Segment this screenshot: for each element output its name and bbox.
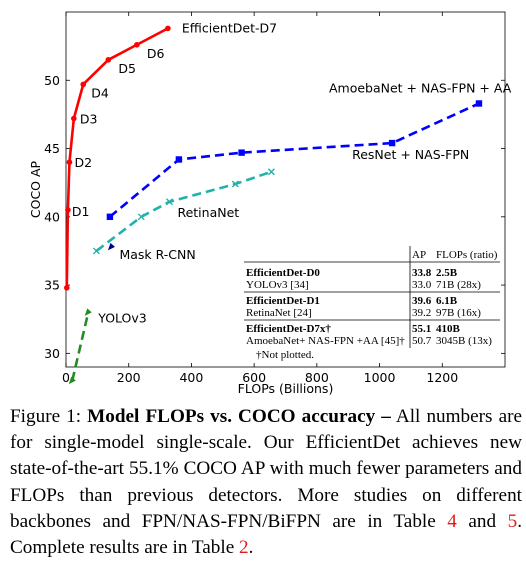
flops-vs-ap-chart: 0 200 400 600 800 1000 1200 30 35 40 45 50 FLOPs (Bi… bbox=[28, 11, 512, 396]
y-tick-label: 50 bbox=[44, 73, 60, 88]
caption-mid: and bbox=[456, 510, 508, 532]
caption-bold: Model FLOPs vs. COCO accuracy – bbox=[87, 406, 391, 427]
data-point bbox=[63, 285, 70, 291]
y-tick-label: 40 bbox=[44, 209, 60, 224]
x-tick-label: 1200 bbox=[426, 370, 458, 385]
table-cell-ap: 39.2 bbox=[412, 307, 431, 319]
table-cell-flops: 97B (16x) bbox=[436, 307, 481, 319]
table-cell-model: EfficientDet-D0 bbox=[246, 267, 320, 279]
caption-ref-table4[interactable]: 4 bbox=[447, 510, 457, 532]
point-label: Mask R-CNN bbox=[119, 247, 195, 262]
data-point bbox=[106, 213, 114, 221]
x-tick-label: 1000 bbox=[364, 370, 396, 385]
caption-mid2: . Complete results are in Table bbox=[10, 510, 522, 559]
table-cell-model: AmoebaNet+ NAS-FPN +AA [45]† bbox=[246, 335, 405, 347]
data-point bbox=[231, 180, 239, 188]
table-cell-flops: 3045B (13x) bbox=[436, 335, 492, 347]
table-footnote: †Not plotted. bbox=[256, 349, 314, 361]
data-point bbox=[475, 100, 483, 107]
caption-end: . bbox=[248, 537, 254, 559]
table-cell-flops: 2.5B bbox=[436, 267, 458, 279]
point-label: RetinaNet bbox=[177, 205, 239, 220]
table-cell-ap: 39.6 bbox=[412, 295, 432, 307]
table-cell-flops: 71B (28x) bbox=[436, 279, 481, 291]
table-cell-flops: 6.1B bbox=[436, 295, 458, 307]
point-label: D1 bbox=[72, 204, 90, 219]
data-point bbox=[71, 115, 77, 122]
data-point bbox=[80, 81, 87, 88]
data-point bbox=[388, 139, 396, 147]
y-tick-label: 45 bbox=[44, 141, 60, 156]
series-line bbox=[109, 102, 480, 218]
series-line bbox=[65, 27, 169, 288]
data-point bbox=[165, 198, 173, 206]
data-point bbox=[267, 168, 275, 176]
x-axis-label: FLOPs (Billions) bbox=[238, 381, 334, 396]
results-table: AP FLOPs (ratio) EfficientDet-D0 33.8 2.5B YO… bbox=[244, 246, 500, 361]
data-point bbox=[107, 242, 115, 251]
table-cell-model: EfficientDet-D1 bbox=[246, 295, 320, 307]
y-axis-label: COCO AP bbox=[28, 160, 43, 218]
table-header-flops: FLOPs (ratio) bbox=[436, 249, 498, 261]
caption-text: All numbers are for single-model single-… bbox=[10, 406, 523, 532]
table-cell-ap: 33.8 bbox=[412, 267, 432, 279]
data-point bbox=[65, 207, 71, 213]
point-label: AmoebaNet + NAS-FPN + AA bbox=[329, 80, 512, 95]
caption-prefix: Figure 1: bbox=[10, 406, 88, 427]
point-label: D6 bbox=[147, 46, 165, 61]
point-label: D2 bbox=[74, 155, 92, 170]
data-point bbox=[92, 247, 100, 255]
data-point bbox=[137, 213, 145, 221]
y-tick-label: 30 bbox=[44, 346, 60, 361]
data-point bbox=[66, 159, 73, 165]
table-cell-ap: 33.0 bbox=[412, 279, 432, 291]
table-cell-ap: 50.7 bbox=[412, 335, 432, 347]
point-label: YOLOv3 bbox=[97, 310, 147, 325]
data-point bbox=[68, 376, 76, 385]
x-tick-label: 800 bbox=[305, 370, 329, 385]
point-label: ResNet + NAS-FPN bbox=[352, 147, 469, 162]
y-tick-label: 35 bbox=[44, 278, 60, 293]
table-cell-flops: 410B bbox=[436, 323, 461, 335]
x-tick-label: 0 bbox=[62, 370, 70, 385]
x-tick-label: 400 bbox=[179, 370, 203, 385]
series-line bbox=[71, 312, 90, 381]
figure-caption: Figure 1: Model FLOPs vs. COCO accuracy … bbox=[10, 404, 522, 561]
point-label: D5 bbox=[118, 61, 136, 76]
x-tick-label: 200 bbox=[117, 370, 141, 385]
data-point bbox=[134, 41, 140, 48]
data-point bbox=[165, 25, 171, 32]
data-point bbox=[175, 156, 183, 163]
data-point bbox=[238, 149, 245, 156]
caption-ref-table5[interactable]: 5 bbox=[507, 510, 518, 532]
x-tick-label: 600 bbox=[242, 370, 266, 385]
table-cell-model: EfficientDet-D7x† bbox=[246, 323, 331, 335]
table-header-ap: AP bbox=[412, 249, 426, 261]
table-cell-ap: 55.1 bbox=[412, 323, 431, 335]
table-cell-model: YOLOv3 [34] bbox=[246, 279, 309, 291]
data-point bbox=[84, 308, 92, 316]
point-label: D3 bbox=[80, 112, 98, 127]
table-cell-model: RetinaNet [24] bbox=[246, 307, 312, 319]
point-label: D4 bbox=[91, 85, 109, 100]
point-label: EfficientDet-D7 bbox=[182, 20, 277, 35]
plot-frame bbox=[65, 11, 506, 368]
caption-ref-table2[interactable]: 2 bbox=[239, 537, 249, 559]
data-point bbox=[105, 56, 112, 63]
